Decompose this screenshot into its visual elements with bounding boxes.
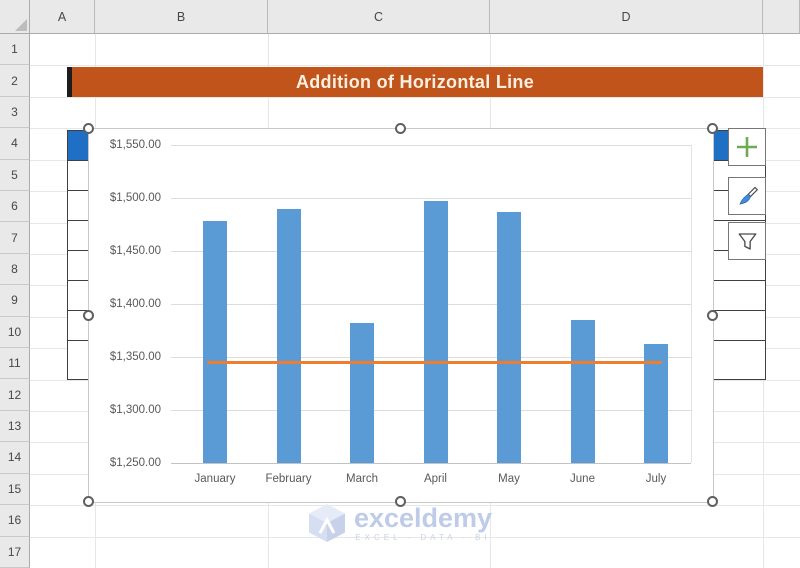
funnel-icon	[738, 232, 756, 250]
column-header-e[interactable]	[763, 0, 800, 34]
chart-resize-handle-bottom-left[interactable]	[82, 495, 94, 507]
x-axis-label-june: June	[570, 473, 595, 485]
table-cell[interactable]	[68, 251, 89, 281]
x-axis-label-january: January	[194, 473, 236, 485]
column-header-B[interactable]: B	[95, 0, 268, 34]
chart-filters-button[interactable]	[728, 222, 766, 260]
chart-resize-handle-mid-left[interactable]	[82, 309, 94, 321]
banner-left-edge	[67, 67, 72, 97]
chart-gridline	[171, 145, 691, 146]
watermark-brand: exceldemy	[353, 502, 493, 533]
row-header-8[interactable]: 8	[0, 253, 30, 286]
chart-styles-button[interactable]	[728, 177, 766, 215]
row-header-2[interactable]: 2	[0, 65, 30, 97]
bar-july[interactable]	[644, 344, 668, 463]
table-cell[interactable]	[713, 341, 765, 371]
y-axis-tick-label: $1,300.00	[109, 404, 161, 416]
table-cell[interactable]	[713, 311, 765, 341]
x-axis-label-march: March	[346, 473, 378, 485]
row-header-11[interactable]: 11	[0, 348, 30, 380]
exceldemy-watermark: exceldemy EXCEL - DATA - BI	[250, 503, 550, 543]
row-header-column: 1 2 3 4 5 6 7 8 9 10 11 12 13 14 15 16 17	[0, 34, 30, 568]
chart-resize-handle-bottom-right[interactable]	[706, 495, 718, 507]
watermark-tagline: EXCEL - DATA - BI	[355, 532, 491, 542]
y-axis-tick-label: $1,400.00	[109, 298, 161, 310]
row-header-13[interactable]: 13	[0, 410, 30, 443]
y-axis-tick-label: $1,500.00	[109, 192, 161, 204]
table-cell[interactable]	[68, 281, 89, 311]
bar-march[interactable]	[350, 323, 374, 463]
row-header-1[interactable]: 1	[0, 34, 30, 66]
row-header-5[interactable]: 5	[0, 159, 30, 192]
y-axis-tick-label: $1,450.00	[109, 245, 161, 257]
bar-january[interactable]	[203, 221, 227, 463]
y-axis-tick-label: $1,250.00	[109, 457, 161, 469]
row-header-9[interactable]: 9	[0, 285, 30, 317]
data-table-left-edge[interactable]	[67, 130, 90, 380]
gridline	[30, 536, 800, 538]
chart-resize-handle-top-center[interactable]	[394, 122, 406, 134]
chart-gridline	[171, 198, 691, 199]
chart-x-axis-line	[171, 463, 691, 464]
table-cell[interactable]	[68, 221, 89, 251]
plus-icon	[737, 137, 757, 157]
chart-resize-handle-top-right[interactable]	[706, 122, 718, 134]
row-header-6[interactable]: 6	[0, 191, 30, 223]
row-header-14[interactable]: 14	[0, 442, 30, 474]
chart-resize-handle-mid-right[interactable]	[706, 309, 718, 321]
x-axis-label-july: July	[645, 473, 667, 485]
title-banner[interactable]: Addition of Horizontal Line	[67, 67, 763, 97]
banner-title: Addition of Horizontal Line	[295, 71, 535, 92]
plot-area-right-edge	[691, 145, 692, 463]
column-header-D[interactable]: D	[490, 0, 763, 34]
row-header-7[interactable]: 7	[0, 222, 30, 254]
y-axis-tick-label: $1,550.00	[109, 139, 161, 151]
row-header-4[interactable]: 4	[0, 128, 30, 160]
row-header-17[interactable]: 17	[0, 536, 30, 568]
table-cell[interactable]	[68, 341, 89, 371]
horizontal-target-line[interactable]	[207, 360, 662, 364]
bar-may[interactable]	[497, 211, 521, 463]
row-header-15[interactable]: 15	[0, 473, 30, 506]
table-cell[interactable]	[713, 281, 765, 311]
gridline	[30, 96, 800, 98]
row-header-12[interactable]: 12	[0, 379, 30, 411]
x-axis-label-may: May	[498, 473, 520, 485]
row-header-16[interactable]: 16	[0, 505, 30, 537]
chart-resize-handle-bottom-center[interactable]	[394, 495, 406, 507]
column-header-C[interactable]: C	[268, 0, 490, 34]
select-all-corner[interactable]	[0, 0, 30, 34]
bar-february[interactable]	[276, 208, 301, 463]
column-header-A[interactable]: A	[30, 0, 95, 34]
table-cell[interactable]	[68, 131, 89, 161]
y-axis-tick-label: $1,350.00	[109, 351, 161, 363]
chart-resize-handle-top-left[interactable]	[82, 122, 94, 134]
table-cell[interactable]	[68, 161, 89, 191]
gridline	[30, 505, 800, 507]
x-axis-label-february: February	[265, 473, 312, 485]
x-axis-label-april: April	[423, 473, 447, 485]
chart-elements-button[interactable]	[728, 128, 766, 166]
embedded-chart[interactable]: $1,550.00 $1,500.00 $1,450.00 $1,400.00 $1,3…	[88, 128, 714, 503]
row-header-3[interactable]: 3	[0, 96, 30, 129]
gridline	[30, 65, 800, 67]
bar-april[interactable]	[423, 201, 448, 463]
row-header-10[interactable]: 10	[0, 316, 30, 349]
table-cell[interactable]	[68, 191, 89, 221]
paintbrush-icon	[738, 186, 758, 204]
bar-june[interactable]	[570, 319, 595, 463]
exceldemy-cube-logo	[308, 504, 345, 542]
